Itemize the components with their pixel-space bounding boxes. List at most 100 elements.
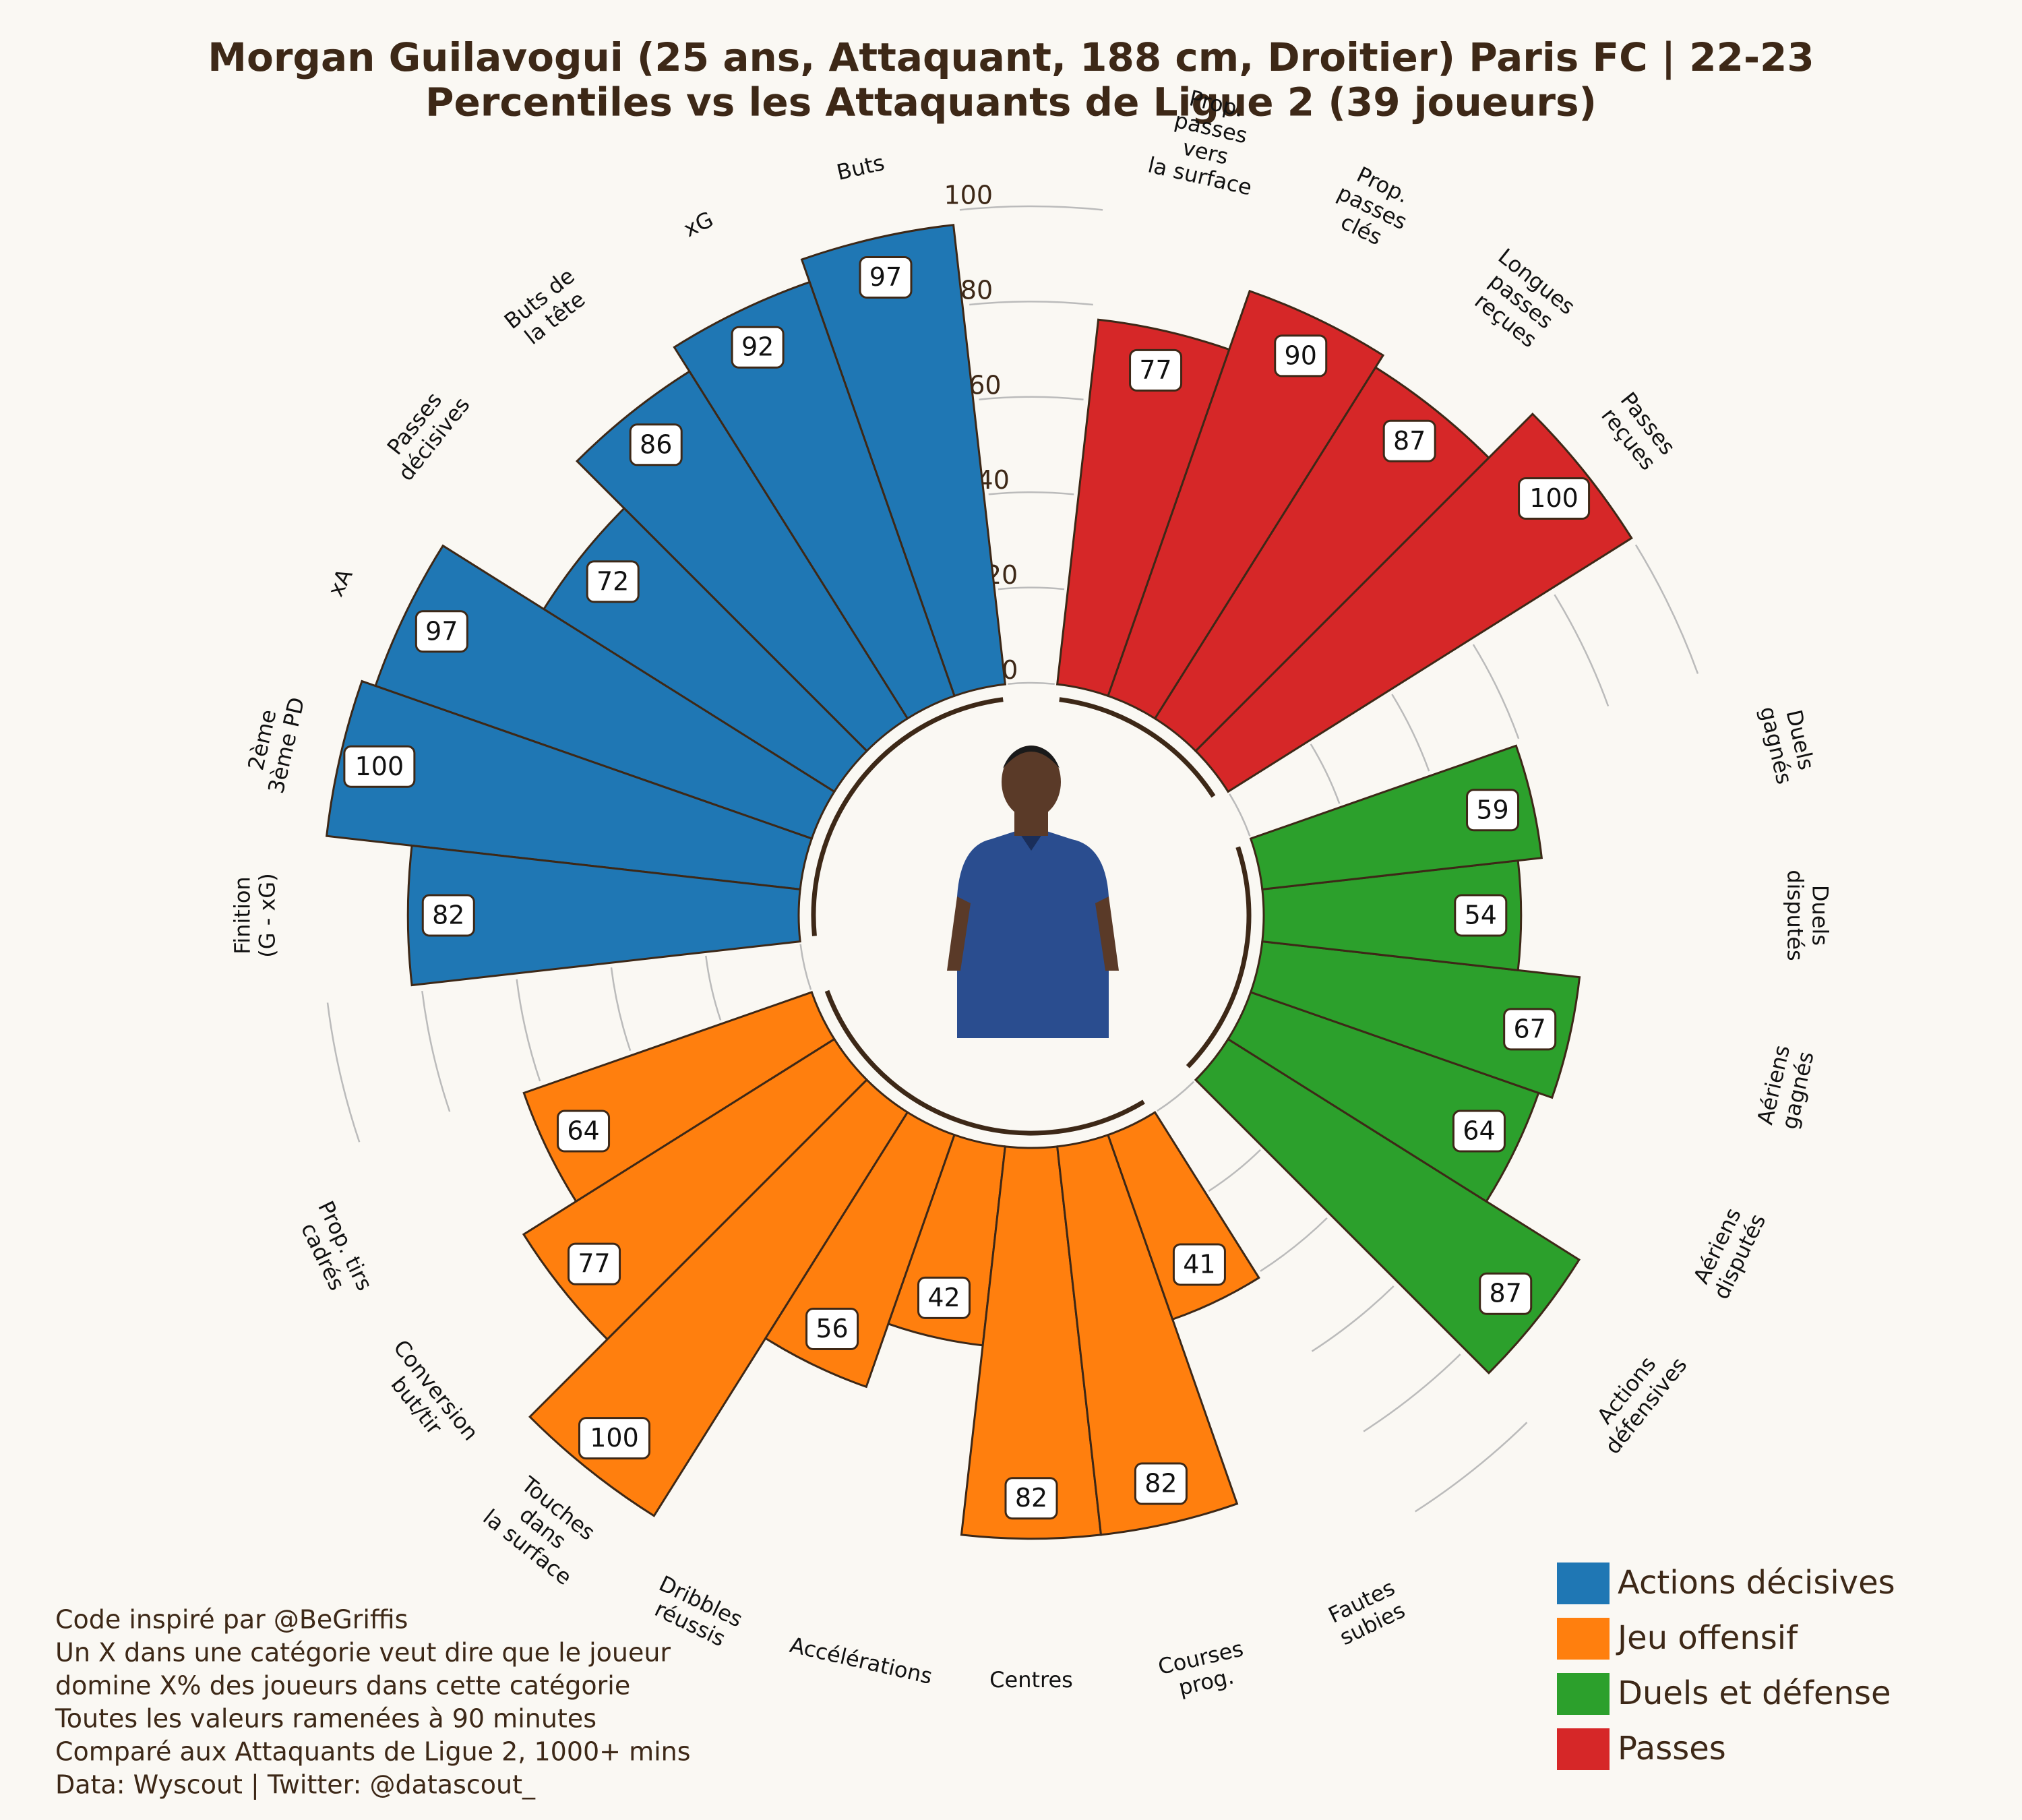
value-label-box xyxy=(557,1110,611,1153)
grid-arc xyxy=(998,586,1065,590)
value-label-box xyxy=(1134,1462,1188,1505)
grid-arc xyxy=(326,1002,361,1143)
legend-label: Duels et défense xyxy=(1618,1674,1891,1712)
value-label-box xyxy=(1454,894,1508,937)
footnote: Data: Wyscout | Twitter: @datascout_ xyxy=(55,1770,536,1800)
grid-arc xyxy=(979,396,1084,400)
footnote: Un X dans une catégorie veut dire que le… xyxy=(55,1638,671,1668)
value-label-box xyxy=(415,610,468,653)
footnote: Comparé aux Attaquants de Ligue 2, 1000+… xyxy=(55,1737,691,1767)
value-label-box xyxy=(1004,1477,1058,1520)
value-label-box xyxy=(1479,1272,1533,1315)
value-label-box xyxy=(1382,419,1436,462)
group-arc xyxy=(824,990,1145,1136)
group-arc xyxy=(1186,846,1252,1068)
grid-arc xyxy=(1363,1354,1461,1432)
value-label-box xyxy=(578,1417,650,1460)
value-label-box xyxy=(1518,477,1591,520)
grid-arc xyxy=(799,944,812,990)
bar xyxy=(1055,1133,1239,1536)
grid-arc xyxy=(1208,1149,1261,1192)
value-label: 77 xyxy=(1139,355,1171,385)
value-label-box xyxy=(586,560,640,603)
arms xyxy=(947,897,1119,971)
grid-arc xyxy=(610,967,632,1052)
value-label-box xyxy=(1503,1008,1557,1051)
value-label: 87 xyxy=(1393,426,1426,456)
grid-arc xyxy=(1414,1422,1528,1513)
value-label: 64 xyxy=(567,1116,599,1145)
category-label: Coursesprog. xyxy=(1156,1635,1252,1703)
legend-swatch xyxy=(1557,1618,1610,1660)
grid-arc xyxy=(1391,694,1430,772)
grid-arc xyxy=(1554,594,1610,707)
bar xyxy=(528,1078,909,1517)
value-label: 100 xyxy=(355,752,404,781)
legend-label: Passes xyxy=(1618,1730,1726,1767)
value-label-box xyxy=(1466,789,1520,832)
grid-arc xyxy=(1310,744,1341,804)
value-label-box xyxy=(421,894,475,937)
value-label: 56 xyxy=(816,1314,848,1343)
value-label-box xyxy=(1172,1243,1226,1286)
value-label: 67 xyxy=(1513,1014,1545,1043)
r-tick-label: 60 xyxy=(969,370,1001,400)
legend-swatch xyxy=(1557,1728,1610,1770)
value-label: 82 xyxy=(1144,1469,1177,1498)
grid-arc xyxy=(1472,644,1520,739)
bar xyxy=(1249,940,1581,1099)
value-label-box xyxy=(917,1276,971,1319)
grid-arc xyxy=(1229,793,1251,837)
value-label: 77 xyxy=(578,1249,610,1279)
r-tick-label: 100 xyxy=(944,181,993,210)
head xyxy=(1002,746,1061,818)
value-label: 97 xyxy=(869,262,902,292)
value-label-box xyxy=(731,326,785,369)
grid-arc xyxy=(1260,1217,1328,1272)
value-label: 100 xyxy=(590,1423,639,1453)
grid-arc xyxy=(421,990,451,1112)
category-label: Duelsdisputés xyxy=(1783,870,1833,961)
value-label-box xyxy=(343,745,416,788)
value-label: 92 xyxy=(741,332,774,362)
category-label: Centres xyxy=(989,1667,1073,1693)
value-label: 54 xyxy=(1465,901,1497,930)
value-label: 72 xyxy=(596,566,629,596)
grid-arc xyxy=(705,955,722,1021)
bar xyxy=(800,224,1007,698)
value-label-box xyxy=(1129,348,1183,392)
value-label: 82 xyxy=(432,901,464,930)
value-label-box xyxy=(859,256,913,299)
bar xyxy=(1249,744,1543,891)
value-label: 100 xyxy=(1529,483,1579,513)
legend-label: Actions décisives xyxy=(1618,1564,1895,1602)
r-tick-label: 80 xyxy=(960,275,993,305)
value-label: 41 xyxy=(1183,1249,1215,1279)
value-label: 42 xyxy=(927,1283,960,1312)
bar xyxy=(1107,289,1385,720)
bar xyxy=(575,369,909,753)
value-label: 87 xyxy=(1490,1279,1522,1308)
grid-arc xyxy=(988,491,1074,495)
value-label: 97 xyxy=(425,616,458,646)
grid-arc xyxy=(959,205,1103,211)
value-label: 82 xyxy=(1015,1483,1047,1513)
category-label: Finition(G - xG) xyxy=(230,873,280,957)
player-photo xyxy=(947,746,1119,1038)
value-label: 59 xyxy=(1476,795,1508,824)
legend-label: Jeu offensif xyxy=(1616,1619,1798,1657)
shirt xyxy=(957,830,1109,1038)
legend-swatch xyxy=(1557,1563,1610,1604)
grid-arc xyxy=(516,979,541,1082)
grid-arc xyxy=(1008,681,1055,686)
value-label: 90 xyxy=(1285,340,1317,370)
category-label: Prop.passesclés xyxy=(1322,157,1421,257)
grid-arc xyxy=(1157,1081,1195,1112)
value-label: 86 xyxy=(640,429,672,459)
hair xyxy=(1003,746,1060,768)
bar xyxy=(325,679,814,891)
group-arc xyxy=(1059,697,1216,798)
bar xyxy=(406,844,801,987)
value-label-box xyxy=(1452,1110,1506,1153)
